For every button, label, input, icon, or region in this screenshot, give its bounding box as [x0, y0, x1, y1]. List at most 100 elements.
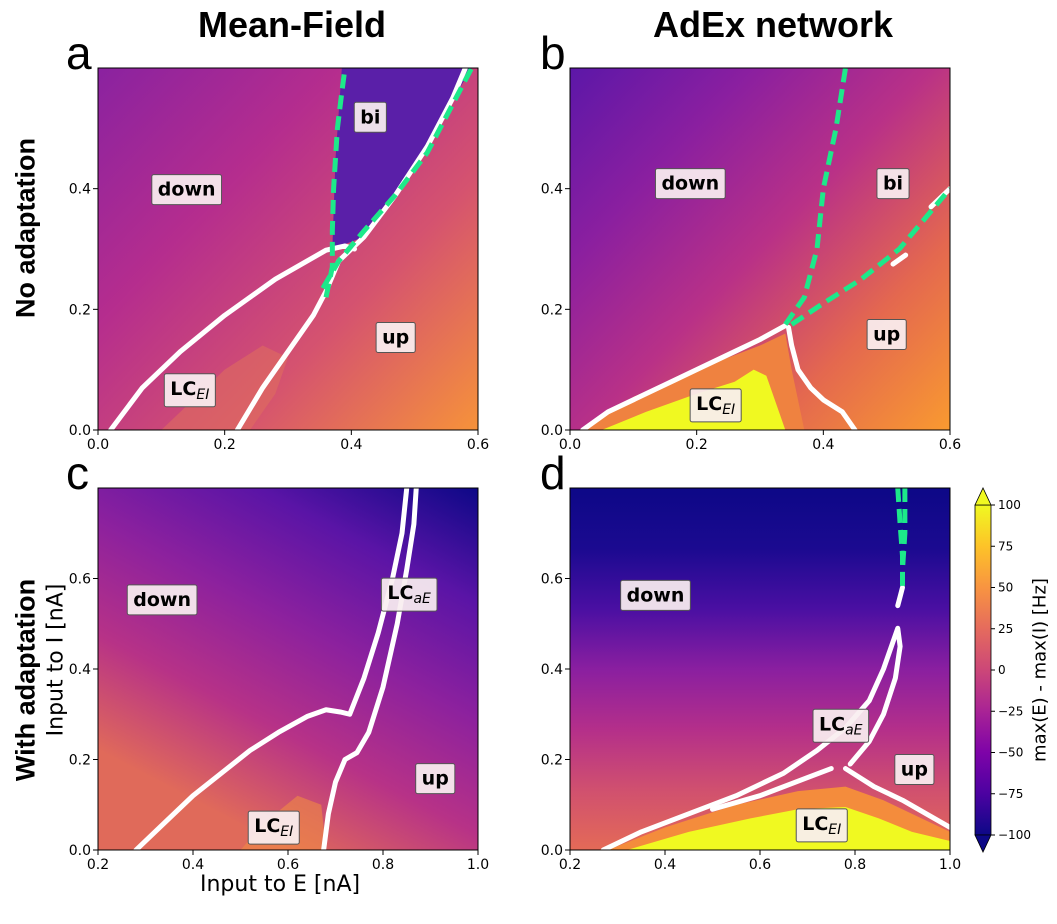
x-tick-label: 0.8	[372, 857, 394, 873]
region-label-subscript: EI	[828, 822, 841, 838]
y-tick-label: 0.4	[541, 182, 563, 198]
region-label-text: down	[627, 584, 685, 606]
region-label-subscript: EI	[196, 387, 209, 403]
region-label: down	[126, 584, 198, 616]
region-label-box	[795, 808, 848, 843]
white-contour	[710, 766, 834, 812]
y-tick-label: 0.6	[69, 572, 91, 588]
x-tick-label: 1.0	[467, 857, 489, 873]
region-label-subscript: aE	[413, 591, 431, 607]
green-dashed-boundary	[900, 488, 908, 570]
green-dashed-boundary	[783, 68, 848, 326]
white-contour	[600, 625, 903, 850]
colorbar: 100 75 50 25 0 −25 −50 −75 −100	[974, 487, 1031, 853]
region-label-box	[876, 168, 910, 200]
y-tick-label: 0.4	[69, 182, 91, 198]
colorbar-tick-label: 0	[998, 663, 1006, 677]
colorbar-gradient	[974, 504, 992, 836]
region-label-box	[866, 318, 907, 350]
column-title-adex: AdEx network	[652, 4, 894, 45]
y-tick-label: 0.4	[541, 662, 563, 678]
y-tick-label: 0.2	[541, 302, 563, 318]
region-label-text: up	[873, 323, 900, 345]
region-label: bi	[353, 101, 387, 133]
y-tick-label: 0.0	[541, 423, 563, 439]
y-tick-label: 0.0	[541, 843, 563, 859]
colorbar-tick-label: −75	[998, 787, 1023, 801]
heatmap	[570, 488, 950, 850]
region-label-box	[415, 763, 456, 795]
region-label-text: down	[661, 173, 719, 195]
heatmap	[570, 68, 950, 430]
region-label-box	[151, 174, 223, 206]
region-label-subscript: EI	[280, 824, 293, 840]
x-tick-label: 0.2	[87, 857, 109, 873]
colorbar-tick-label: −25	[998, 704, 1023, 718]
region-label: down	[151, 174, 223, 206]
panel-letter-a: a	[66, 27, 92, 79]
panel-letter-d: d	[540, 447, 566, 499]
x-tick-label: 0.4	[812, 437, 834, 453]
column-title-mean-field: Mean-Field	[197, 4, 387, 45]
x-tick-label: 0.6	[277, 857, 299, 873]
region-label-box	[126, 584, 198, 616]
region-label: LCEI	[247, 810, 300, 845]
x-tick-label: 0.8	[844, 857, 866, 873]
heatmap-background	[98, 488, 478, 850]
heatmap	[98, 68, 478, 430]
region-label-box	[375, 321, 416, 353]
region-label-box	[620, 579, 691, 611]
region-label-text: down	[158, 179, 216, 201]
x-tick-label: 1.0	[939, 857, 961, 873]
region-label-subscript: EI	[722, 402, 735, 418]
white-contour	[786, 324, 858, 430]
x-tick-label: 0.4	[654, 857, 676, 873]
region-label: LCaE	[380, 577, 438, 612]
region-label-text: down	[133, 589, 191, 611]
region-LC	[161, 345, 288, 430]
y-tick-label: 0.4	[69, 662, 91, 678]
panel-a: 0.0 0.2 0.4 0.6 0.0 0.2 0.4 bi down up LCEI	[69, 67, 489, 453]
y-tick-label: 0.2	[69, 753, 91, 769]
region-label-subscript: aE	[845, 722, 863, 738]
x-tick-label: 0.2	[559, 857, 581, 873]
region-label-box	[247, 810, 300, 845]
y-tick-label: 0.0	[69, 423, 91, 439]
x-tick-label: 0.2	[686, 437, 708, 453]
region-label: LCaE	[812, 708, 870, 743]
colorbar-tick-label: −100	[998, 828, 1031, 842]
region-label: LCEI	[795, 808, 848, 843]
region-label-box	[812, 708, 870, 743]
region-LC-yellow	[627, 807, 950, 850]
white-contour	[890, 252, 909, 267]
x-tick-label: 0.6	[939, 437, 961, 453]
region-label: up	[866, 318, 907, 350]
y-tick-label: 0.2	[541, 753, 563, 769]
axes-frame	[569, 67, 951, 431]
region-label-box	[894, 754, 935, 786]
x-tick-label: 0.6	[749, 857, 771, 873]
x-axis-label: Input to E [nA]	[200, 872, 361, 897]
region-label-text: up	[422, 768, 449, 790]
region-label-text: up	[382, 326, 409, 348]
colorbar-extend-min	[974, 834, 992, 853]
x-tick-label: 0.6	[467, 437, 489, 453]
x-tick-label: 0.4	[182, 857, 204, 873]
colorbar-tick-label: 50	[998, 581, 1013, 595]
region-label-box	[654, 168, 726, 200]
y-tick-label: 0.2	[69, 302, 91, 318]
region-label-text: up	[901, 759, 928, 781]
panel-b: 0.0 0.2 0.4 0.6 0.0 0.2 0.4 down bi up LCEI	[541, 67, 961, 453]
panel-letter-b: b	[540, 27, 566, 79]
x-tick-label: 0.2	[214, 437, 236, 453]
region-label: up	[415, 763, 456, 795]
heatmap-background	[570, 488, 950, 850]
green-dashed-boundary	[790, 187, 950, 327]
region-label: up	[375, 321, 416, 353]
white-contour	[321, 488, 419, 850]
region-label: LCEI	[689, 388, 742, 423]
y-tick-label: 0.0	[69, 843, 91, 859]
region-label: down	[654, 168, 726, 200]
x-tick-label: 0.0	[559, 437, 581, 453]
